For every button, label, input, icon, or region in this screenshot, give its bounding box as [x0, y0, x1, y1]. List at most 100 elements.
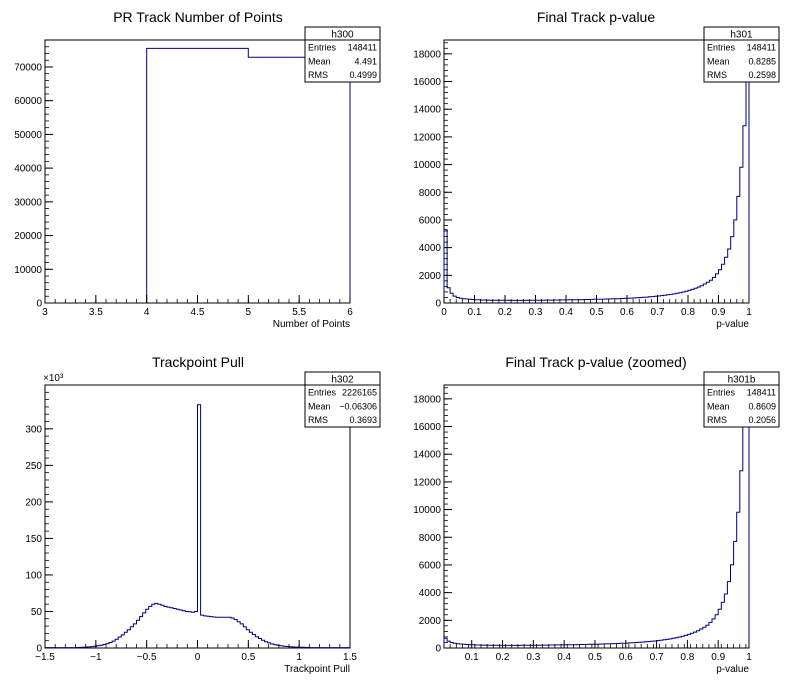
y-tick-label: 4000 — [419, 588, 442, 599]
stats-box-frame — [304, 371, 381, 428]
chart-title: PR Track Number of Points — [113, 9, 283, 25]
y-tick-label: 20000 — [14, 231, 42, 242]
histogram-panel-3: −1.5 −1 −0.5 0 0.5 1 1.5 0 50 100 150 200 250 300 ×10³… — [25, 354, 381, 675]
stats-row-value: 0.8285 — [748, 56, 776, 66]
histogram-line — [44, 404, 351, 649]
stats-row-label: RMS — [707, 70, 727, 80]
x-tick-label: −1 — [90, 652, 102, 663]
y-tick-label: 70000 — [14, 62, 42, 73]
stats-row-value: 148411 — [747, 43, 776, 53]
y-tick-label: 10000 — [413, 160, 441, 171]
stats-box-name: h301 — [730, 30, 753, 41]
plot-frame — [44, 39, 351, 304]
x-tick-label: 4 — [144, 307, 150, 318]
x-tick-label: 6 — [347, 307, 353, 318]
x-tick-label: 0.7 — [651, 307, 665, 318]
x-tick-label: 5 — [246, 307, 252, 318]
x-axis-label: p-value — [716, 664, 749, 675]
stats-row-label: Entries — [707, 43, 736, 53]
stats-row-value: 148411 — [747, 388, 776, 398]
y-tick-label: 200 — [25, 497, 42, 508]
x-tick-label: 0.7 — [650, 652, 664, 663]
stats-row-value: 4.491 — [354, 56, 377, 66]
y-tick-label: 18000 — [413, 394, 441, 405]
histogram-panel-2: 0 0.1 0.2 0.3 0.4 0.5 0.6 0.7 0.8 0.9 1 0 2000 4000 60… — [413, 9, 780, 330]
x-tick-label: −0.5 — [137, 652, 157, 663]
y-tick-label: 18000 — [413, 49, 441, 60]
x-tick-label: 0.4 — [559, 307, 573, 318]
x-tick-label: 5.5 — [292, 307, 306, 318]
stats-row-value: 2226165 — [342, 388, 377, 398]
x-tick-label: 0.3 — [526, 652, 540, 663]
y-tick-label: 6000 — [419, 560, 442, 571]
x-tick-label: 0.4 — [557, 652, 571, 663]
stats-row-value: 0.8609 — [748, 401, 776, 411]
x-tick-label: 0.5 — [590, 307, 604, 318]
stats-row-value: 0.2056 — [748, 415, 776, 425]
x-tick-label: 1.5 — [343, 652, 357, 663]
x-tick-label: 4.5 — [191, 307, 205, 318]
stats-row-value: −0.06306 — [339, 401, 377, 411]
stats-row-value: 0.4999 — [349, 70, 377, 80]
stats-box: h301b Entries 148411 Mean 0.8609 RMS 0.2056 — [703, 371, 780, 428]
stats-box-frame — [703, 371, 780, 428]
x-tick-label: 3 — [42, 307, 48, 318]
y-tick-label: 6000 — [419, 215, 442, 226]
y-tick-label: 16000 — [413, 77, 441, 88]
x-tick-label: 0.5 — [241, 652, 255, 663]
x-tick-label: 0.9 — [711, 652, 725, 663]
x-tick-label: 0.5 — [588, 652, 602, 663]
y-tick-label: 300 — [25, 424, 42, 435]
y-tick-label: 60000 — [14, 96, 42, 107]
y-tick-label: 100 — [25, 570, 42, 581]
x-tick-label: 0.8 — [680, 652, 694, 663]
stats-box: h302 Entries 2226165 Mean −0.06306 RMS 0.3693 — [304, 371, 381, 428]
y-tick-label: 8000 — [419, 188, 442, 199]
x-tick-label: 0 — [195, 652, 201, 663]
x-tick-label: 0 — [441, 307, 447, 318]
chart-title: Trackpoint Pull — [152, 354, 244, 370]
y-tick-label: 150 — [25, 534, 42, 545]
stats-row-label: Entries — [308, 388, 337, 398]
histogram-panel-1: 3 3.5 4 4.5 5 5.5 6 0 10000 20000 30000 40000 50000 6… — [14, 9, 381, 330]
stats-row-label: RMS — [308, 415, 328, 425]
x-tick-label: 0.9 — [712, 307, 726, 318]
x-axis-label: p-value — [716, 319, 749, 330]
stats-row-label: RMS — [308, 70, 328, 80]
y-tick-label: 40000 — [14, 164, 42, 175]
y-tick-label: 50 — [31, 607, 43, 618]
y-tick-label: 10000 — [14, 265, 42, 276]
histogram-line — [443, 78, 750, 303]
x-tick-label: 0.8 — [681, 307, 695, 318]
y-tick-label: 0 — [36, 299, 42, 310]
x-tick-label: 0.6 — [619, 652, 633, 663]
stats-row-label: Mean — [707, 401, 730, 411]
y-tick-label: 16000 — [413, 422, 441, 433]
y-tick-label: 0 — [435, 299, 441, 310]
y-axis-multiplier: ×10³ — [43, 373, 64, 384]
y-tick-label: 14000 — [413, 105, 441, 116]
y-tick-label: 12000 — [413, 477, 441, 488]
stats-box: h300 Entries 148411 Mean 4.491 RMS 0.4999 — [304, 26, 381, 83]
x-tick-label: 0.6 — [620, 307, 634, 318]
stats-row-label: Entries — [707, 388, 736, 398]
stats-row-label: Mean — [308, 56, 331, 66]
histogram-line — [146, 47, 351, 303]
stats-box-frame — [703, 26, 780, 83]
histogram-line — [443, 391, 750, 648]
y-tick-label: 12000 — [413, 132, 441, 143]
x-tick-label: 1 — [746, 652, 752, 663]
y-tick-label: 0 — [36, 644, 42, 655]
y-tick-label: 10000 — [413, 505, 441, 516]
y-tick-label: 50000 — [14, 130, 42, 141]
x-tick-label: 0.3 — [529, 307, 543, 318]
x-tick-label: 0.1 — [468, 307, 482, 318]
y-tick-label: 14000 — [413, 450, 441, 461]
x-tick-label: −1.5 — [35, 652, 55, 663]
stats-box-name: h300 — [331, 30, 354, 41]
y-tick-label: 0 — [435, 644, 441, 655]
stats-row-label: Mean — [707, 56, 730, 66]
y-tick-label: 250 — [25, 461, 42, 472]
stats-box-name: h301b — [728, 375, 756, 386]
